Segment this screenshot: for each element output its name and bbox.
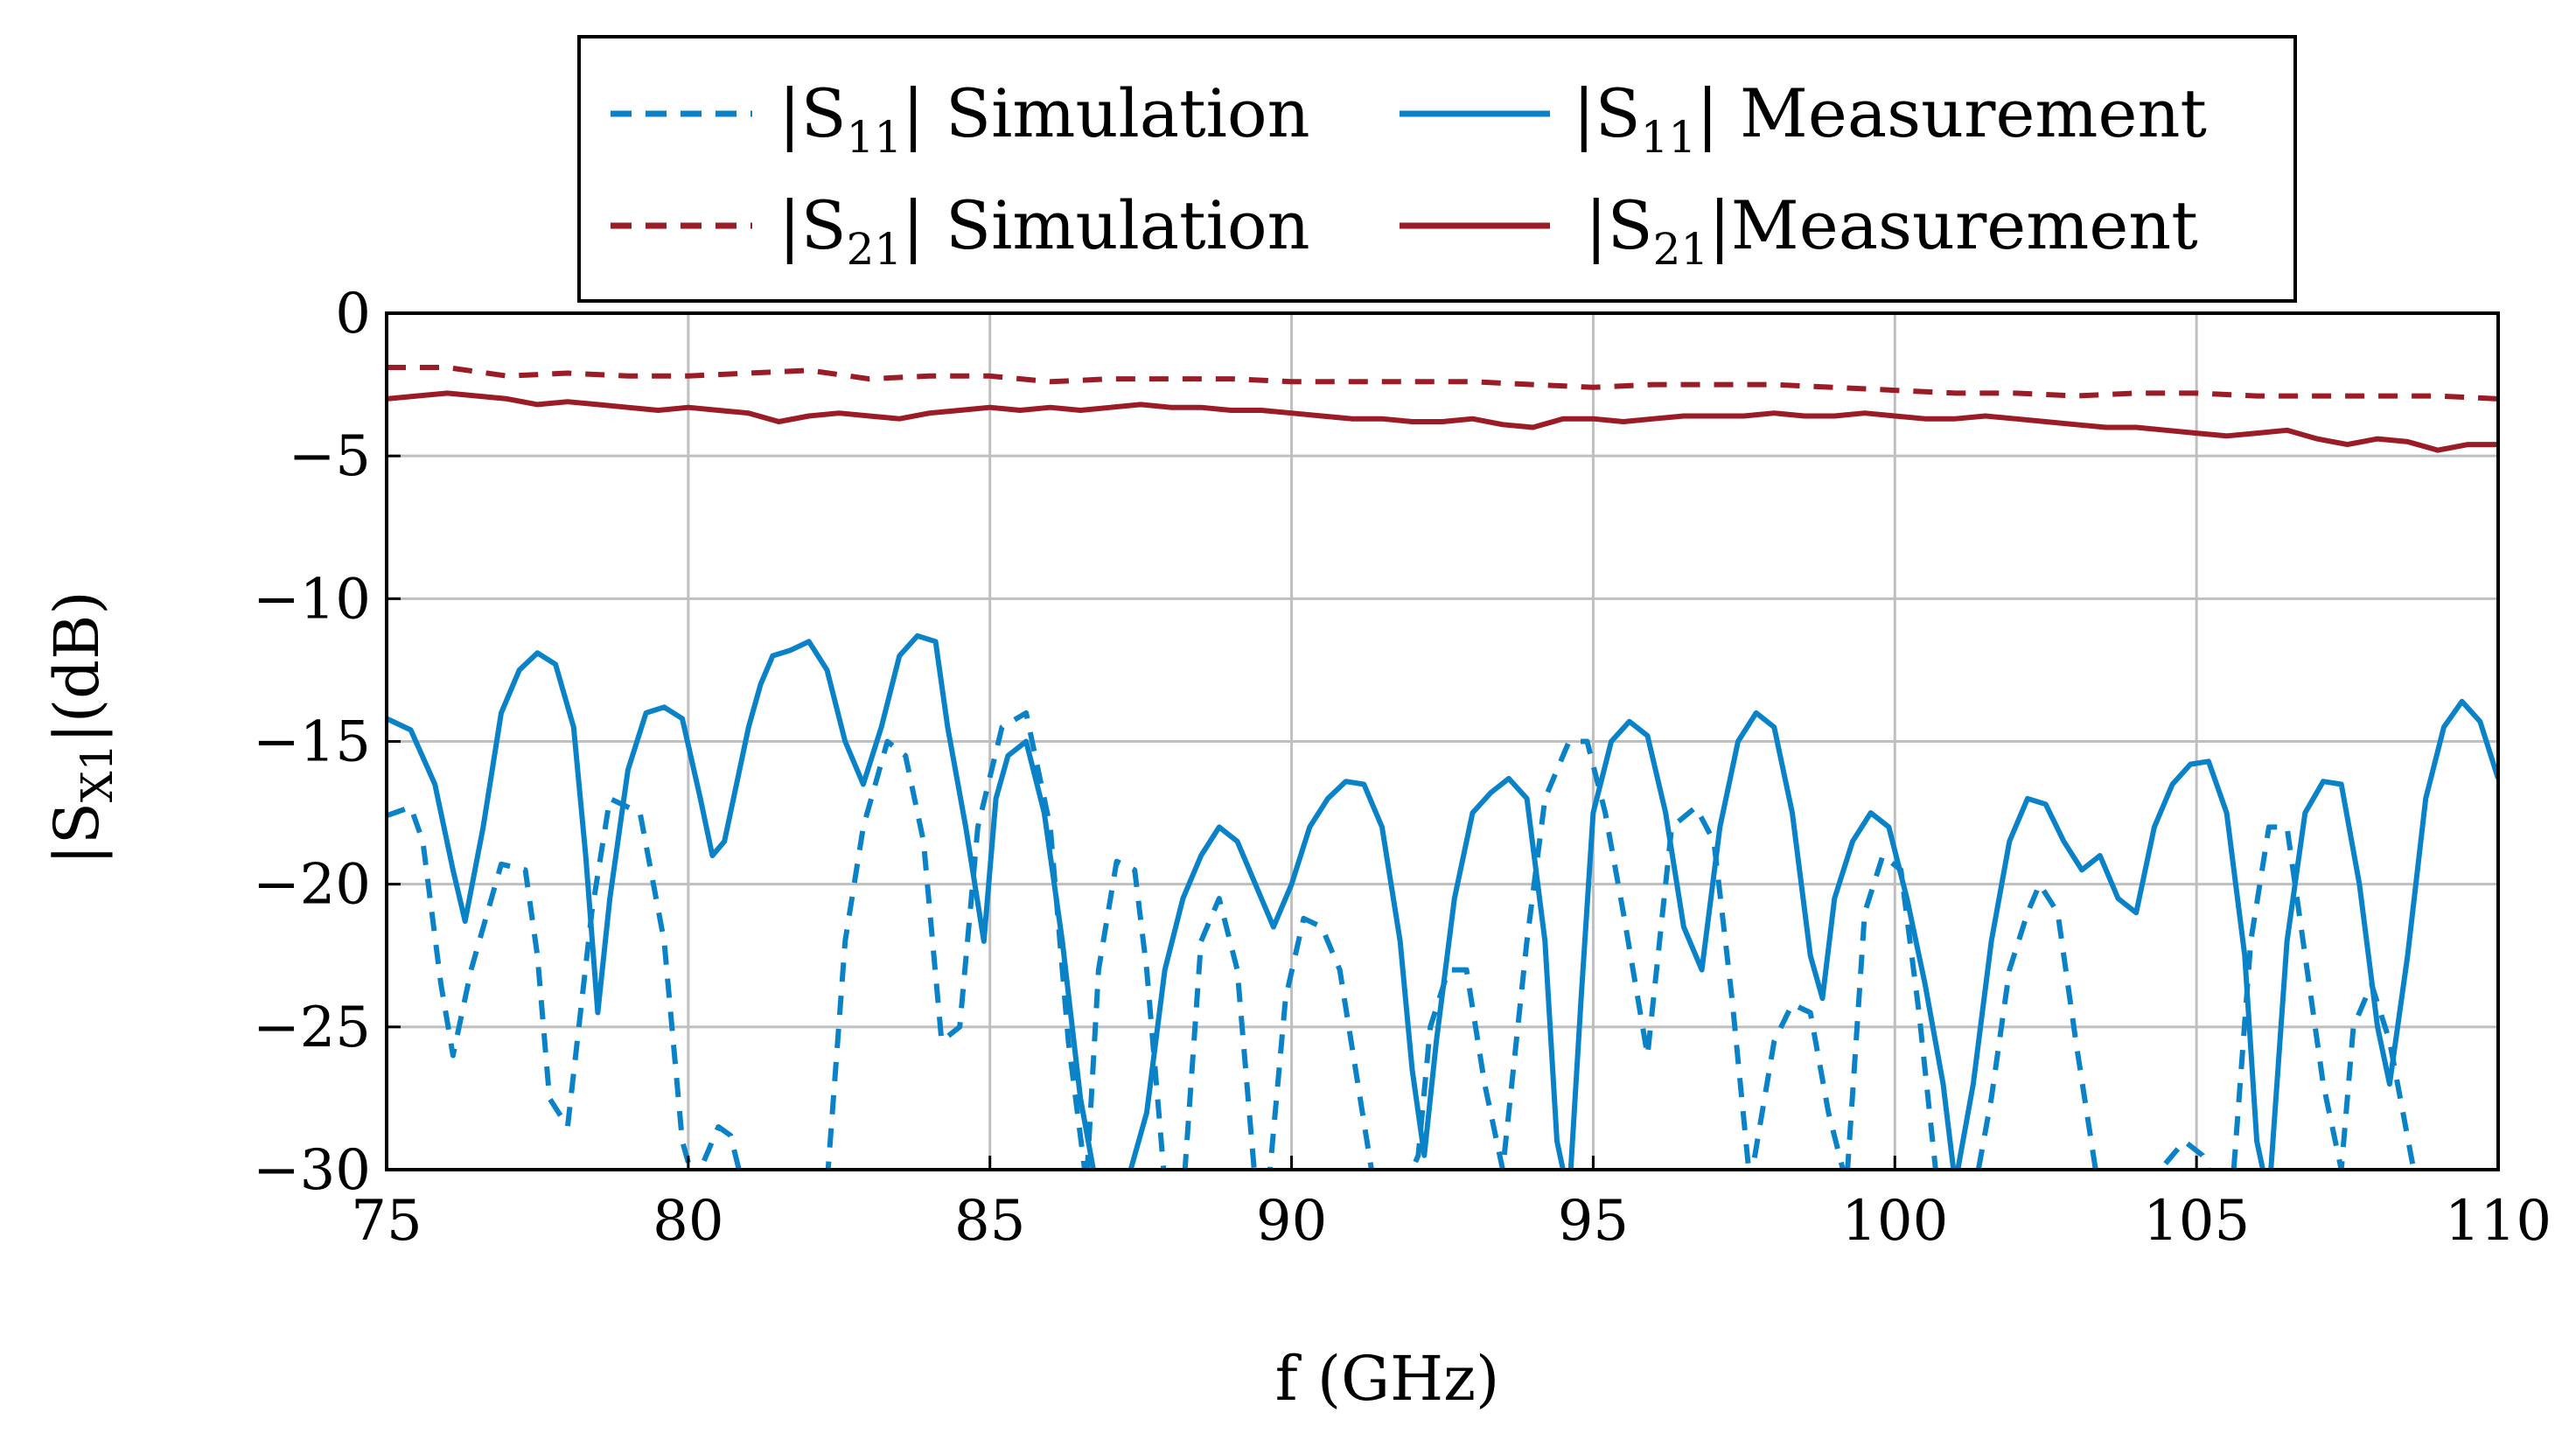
y-tick-label: −15 bbox=[253, 710, 371, 775]
y-tick-label: −25 bbox=[253, 996, 371, 1060]
legend-label-s21-simulation: |S21| Simulation bbox=[778, 186, 1310, 275]
tick-labels: 75 80 85 90 95 100 105 110 0 −5 −10 −15 −20 −25 −30 bbox=[253, 282, 2552, 1254]
legend-box bbox=[577, 35, 2297, 303]
y-tick-label: −10 bbox=[253, 567, 371, 632]
legend: |S11| Simulation |S11| Measurement |S21|… bbox=[577, 35, 2297, 303]
x-axis-title: f (GHz) bbox=[1275, 1343, 1500, 1415]
y-axis-title: |SX1|(dB) bbox=[41, 591, 122, 864]
legend-label-s21-measurement: |S21|Measurement bbox=[1585, 186, 2198, 275]
x-tick-label: 95 bbox=[1558, 1189, 1629, 1254]
series-layer bbox=[387, 365, 2498, 1170]
series-line-s11-dashed bbox=[387, 710, 2417, 1170]
y-tick-label: 0 bbox=[335, 282, 371, 346]
grid bbox=[385, 311, 2500, 1171]
series-line-s21-solid bbox=[387, 390, 2498, 453]
x-tick-label: 75 bbox=[351, 1189, 422, 1254]
y-tick-label: −20 bbox=[253, 853, 371, 918]
series-line-s21-dashed bbox=[387, 365, 2498, 402]
x-tick-label: 80 bbox=[653, 1189, 723, 1254]
x-tick-label: 100 bbox=[1841, 1189, 1948, 1254]
x-tick-label: 90 bbox=[1256, 1189, 1327, 1254]
legend-label-s11-measurement: |S11| Measurement bbox=[1573, 74, 2207, 163]
x-tick-label: 105 bbox=[2143, 1189, 2250, 1254]
y-tick-label: −5 bbox=[289, 424, 371, 489]
y-tick-label: −30 bbox=[253, 1138, 371, 1203]
x-tick-label: 85 bbox=[954, 1189, 1025, 1254]
x-tick-label: 110 bbox=[2445, 1189, 2552, 1254]
legend-label-s11-simulation: |S11| Simulation bbox=[778, 74, 1310, 163]
series-line-s11-solid bbox=[387, 633, 2498, 1170]
